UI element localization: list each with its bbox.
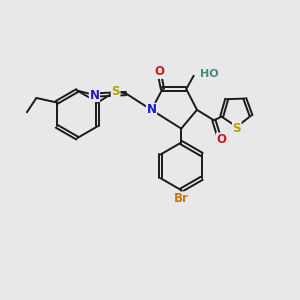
Text: S: S <box>232 122 241 135</box>
Text: S: S <box>111 85 120 98</box>
Text: Br: Br <box>174 192 189 205</box>
Text: N: N <box>146 103 157 116</box>
Text: O: O <box>154 65 164 78</box>
Text: O: O <box>216 133 226 146</box>
Text: N: N <box>89 88 99 101</box>
Text: HO: HO <box>200 69 219 79</box>
